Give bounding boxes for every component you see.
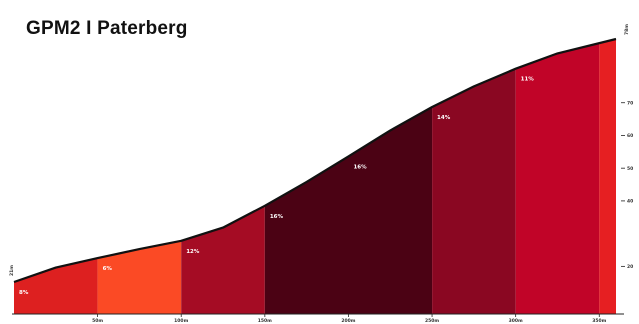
x-tick-label: 50m (92, 318, 103, 324)
gradient-segment-1 (97, 240, 182, 314)
segment-label: 14% (437, 115, 451, 121)
y-tick-label: 50 (627, 166, 633, 172)
y-tick-label: 40 (627, 199, 633, 205)
x-tick-label: 250m (425, 318, 439, 324)
x-tick-label: 100m (174, 318, 188, 324)
segment-label: 8% (19, 290, 29, 296)
gradient-segment-3 (264, 107, 433, 314)
segment-label: 12% (186, 249, 200, 255)
segment-label: 16% (353, 164, 367, 170)
profile-line (13, 37, 617, 284)
chart-title: GPM2 I Paterberg (26, 18, 188, 39)
gradient-segment-0 (14, 258, 98, 314)
gradient-segment-4 (432, 68, 516, 314)
end-elevation-label: 78m (624, 24, 630, 35)
start-elevation-label: 21m (9, 265, 15, 276)
x-tick-label: 300m (509, 318, 523, 324)
x-tick-label: 150m (258, 318, 272, 324)
y-tick-label: 70 (627, 100, 633, 106)
gradient-segment-6 (599, 39, 616, 314)
y-tick-label: 20 (627, 264, 633, 270)
x-tick-label: 350m (592, 318, 606, 324)
segment-label: 6% (103, 266, 113, 272)
segment-label: 16% (270, 214, 284, 220)
gradient-segment-2 (181, 205, 265, 314)
x-tick-label: 200m (341, 318, 355, 324)
y-tick-label: 60 (627, 133, 633, 139)
gradient-segment-5 (515, 43, 600, 314)
segment-label: 11% (521, 77, 535, 83)
